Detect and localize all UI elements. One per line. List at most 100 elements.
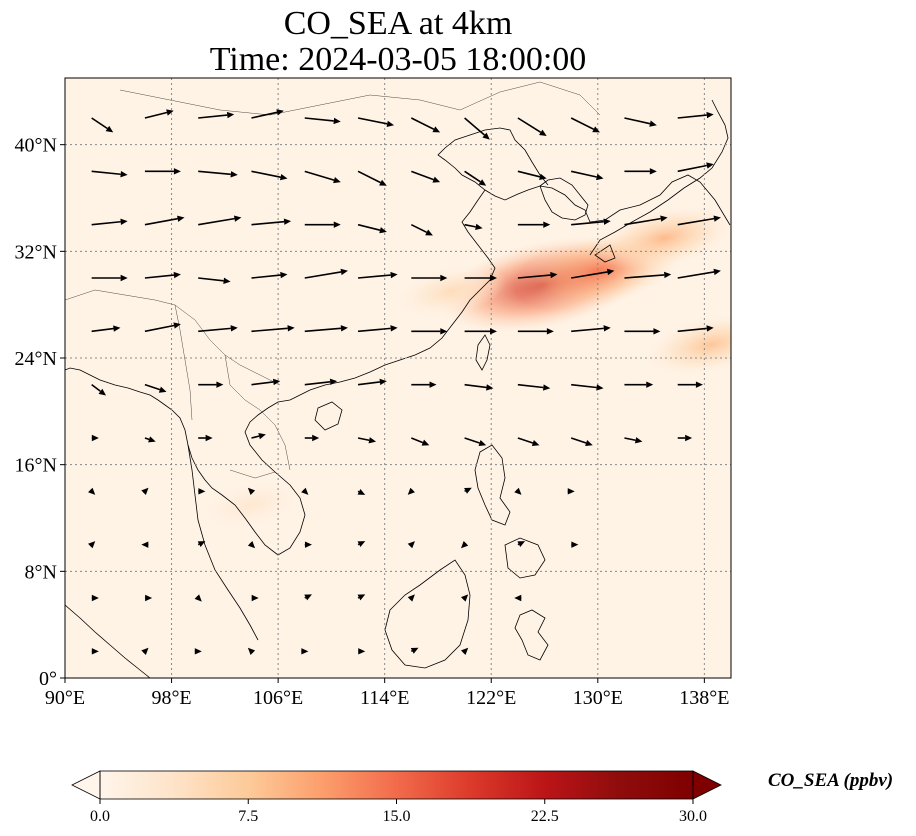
y-tick-label: 16°N [15,455,57,477]
wind-arrow [357,541,366,548]
wind-arrow [570,170,604,181]
wind-arrow [517,437,540,447]
wind-arrow [624,437,643,444]
y-tick-label: 32°N [15,241,57,263]
wind-arrow [144,594,153,602]
y-tick-label: 24°N [15,348,57,370]
wind-arrow [677,111,714,119]
wind-arrow [571,218,611,226]
wind-arrow [251,325,295,333]
wind-arrow [91,218,128,226]
wind-arrow [141,541,149,548]
wind-arrow [460,647,469,655]
co-plume [596,206,731,270]
wind-arrow [304,594,312,601]
wind-arrow [91,434,99,442]
wind-arrow [247,647,256,655]
co-plume [202,481,301,529]
wind-arrow [197,541,206,548]
wind-arrow [410,647,419,654]
y-tick-label: 0° [39,668,57,690]
wind-arrow [304,541,312,548]
coastline-hainan [314,401,343,431]
wind-arrow [358,648,366,655]
wind-arrow [461,541,469,549]
wind-arrow [517,170,547,180]
wind-arrow [91,648,99,655]
colorbar-tick-label: 7.5 [238,808,258,825]
coastline-mainland [65,127,731,556]
map-frame [64,77,732,679]
wind-arrow [304,268,348,279]
wind-arrow [624,215,668,226]
coastline-mindanao [504,537,546,579]
wind-arrow [198,111,235,119]
wind-arrow [304,378,338,386]
wind-arrow [304,221,341,228]
wind-arrow [357,325,398,333]
wind-arrow [91,384,107,396]
wind-arrow [304,170,341,184]
wind-arrow [517,383,551,391]
wind-arrow [571,541,579,548]
wind-arrow [357,223,387,234]
wind-arrow [88,541,96,549]
wind-arrow [357,488,366,495]
wind-arrow [251,594,259,602]
wind-arrow [304,117,341,125]
wind-arrow [464,328,497,335]
x-tick-label: 114°E [360,687,409,709]
wind-arrow [144,215,185,226]
coastline-sumatra [65,604,151,678]
wind-arrow [247,487,256,495]
wind-arrow [464,383,494,391]
colorbar-tick-label: 15.0 [383,808,411,825]
wind-arrow [357,594,366,601]
wind-arrow [198,488,206,495]
wind-arrow [91,170,128,178]
wind-arrow [677,215,721,226]
coastline-taiwan [475,334,491,371]
wind-arrow [144,271,181,279]
wind-arrow [194,594,202,602]
border-line [65,289,281,386]
wind-arrow [247,541,256,549]
wind-arrow [357,437,377,444]
wind-arrow [251,109,284,119]
coastline-sulawesi [514,609,549,661]
wind-arrow [464,117,490,140]
wind-arrow [88,487,96,495]
wind-arrow [198,434,213,442]
country-borders [65,81,601,479]
wind-arrow [91,325,121,333]
coastline-borneo [384,559,471,669]
wind-arrow [677,381,703,388]
wind-arrow [357,378,387,386]
coastline-korea [539,177,589,221]
wind-arrow [624,271,672,279]
wind-arrow [407,487,415,495]
colorbar-title: CO_SEA (ppbv) [768,770,894,791]
colorbar: 0.0 7.5 15.0 22.5 30.0 [71,770,722,825]
colorbar-tick-label: 22.5 [531,808,559,825]
coastline-japan [589,99,729,263]
x-tick-label: 98°E [151,687,191,709]
wind-arrow [144,109,174,119]
wind-arrow [570,117,600,133]
plot-time: Time: 2024-03-05 18:00:00 [209,41,587,78]
wind-arrow [517,328,554,335]
colorbar-fill [100,771,693,799]
wind-arrow [571,325,611,333]
colorbar-tick-label: 30.0 [679,808,707,825]
wind-arrow [514,487,522,495]
wind-arrow [251,271,288,279]
wind-arrow [411,274,448,282]
wind-arrow [411,170,441,183]
wind-arrow [198,381,224,388]
co-plume [646,314,731,375]
wind-arrow [567,488,575,495]
wind-arrow [624,117,657,127]
wind-arrow [517,221,551,228]
wind-arrow [407,541,415,549]
